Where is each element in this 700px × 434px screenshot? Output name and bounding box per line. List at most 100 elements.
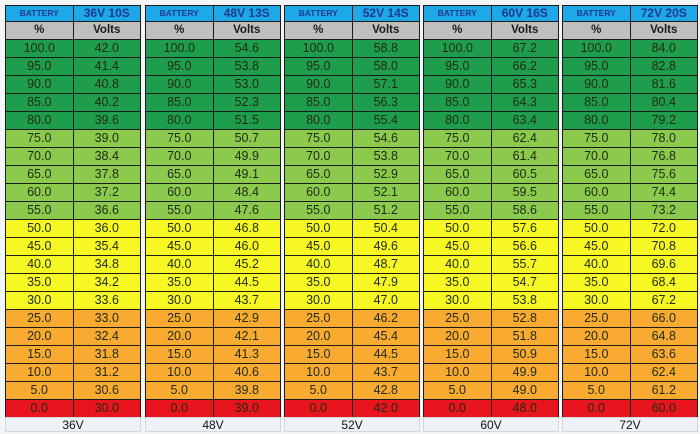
percent-cell: 65.0 <box>5 165 74 184</box>
percent-cell: 100.0 <box>423 39 492 58</box>
table-row: 80.0 39.6 <box>5 111 141 130</box>
percent-column-header: % <box>423 21 492 40</box>
table-row: 50.0 72.0 <box>562 219 698 238</box>
table-row: 35.0 44.5 <box>145 273 281 292</box>
percent-cell: 55.0 <box>145 201 214 220</box>
volts-cell: 53.8 <box>351 147 420 166</box>
percent-cell: 50.0 <box>284 219 353 238</box>
volts-cell: 40.6 <box>212 363 281 382</box>
volts-cell: 46.0 <box>212 237 281 256</box>
percent-cell: 25.0 <box>284 309 353 328</box>
percent-column-header: % <box>145 21 214 40</box>
percent-cell: 85.0 <box>284 93 353 112</box>
pack-footer-label: 72V <box>562 417 698 432</box>
volts-cell: 76.8 <box>629 147 698 166</box>
table-row: 70.0 53.8 <box>284 147 420 166</box>
table-row: 95.0 53.8 <box>145 57 281 76</box>
volts-cell: 39.0 <box>212 399 281 418</box>
percent-cell: 65.0 <box>562 165 631 184</box>
table-row: 95.0 58.0 <box>284 57 420 76</box>
percent-cell: 30.0 <box>145 291 214 310</box>
table-row: 0.0 60.0 <box>562 399 698 418</box>
table-row: 15.0 31.8 <box>5 345 141 364</box>
volts-cell: 31.2 <box>72 363 141 382</box>
volts-cell: 49.6 <box>351 237 420 256</box>
table-row: 90.0 40.8 <box>5 75 141 94</box>
table-row: 5.0 30.6 <box>5 381 141 400</box>
volts-cell: 47.6 <box>212 201 281 220</box>
percent-cell: 10.0 <box>562 363 631 382</box>
percent-cell: 90.0 <box>5 75 74 94</box>
percent-cell: 55.0 <box>423 201 492 220</box>
percent-column-header: % <box>5 21 74 40</box>
table-row: 85.0 64.3 <box>423 93 559 112</box>
percent-cell: 90.0 <box>562 75 631 94</box>
percent-cell: 85.0 <box>423 93 492 112</box>
volts-cell: 79.2 <box>629 111 698 130</box>
volts-cell: 41.4 <box>72 57 141 76</box>
volts-cell: 54.6 <box>351 129 420 148</box>
table-row: 30.0 33.6 <box>5 291 141 310</box>
volts-cell: 63.4 <box>490 111 559 130</box>
volts-cell: 34.2 <box>72 273 141 292</box>
volts-cell: 57.1 <box>351 75 420 94</box>
percent-cell: 5.0 <box>5 381 74 400</box>
percent-cell: 40.0 <box>145 255 214 274</box>
volts-cell: 59.5 <box>490 183 559 202</box>
volts-cell: 75.6 <box>629 165 698 184</box>
percent-cell: 25.0 <box>145 309 214 328</box>
table-row: 0.0 42.0 <box>284 399 420 418</box>
volts-cell: 80.4 <box>629 93 698 112</box>
percent-cell: 10.0 <box>284 363 353 382</box>
volts-cell: 53.8 <box>212 57 281 76</box>
percent-cell: 100.0 <box>145 39 214 58</box>
table-row: 100.0 58.8 <box>284 39 420 58</box>
table-row: 75.0 78.0 <box>562 129 698 148</box>
table-row: 60.0 48.4 <box>145 183 281 202</box>
table-row: 30.0 67.2 <box>562 291 698 310</box>
percent-cell: 5.0 <box>423 381 492 400</box>
table-row: 100.0 42.0 <box>5 39 141 58</box>
table-row: 35.0 47.9 <box>284 273 420 292</box>
volts-cell: 72.0 <box>629 219 698 238</box>
table-row: 45.0 46.0 <box>145 237 281 256</box>
volts-cell: 62.4 <box>629 363 698 382</box>
percent-cell: 70.0 <box>562 147 631 166</box>
table-row: 90.0 81.6 <box>562 75 698 94</box>
percent-cell: 75.0 <box>423 129 492 148</box>
table-row: 40.0 48.7 <box>284 255 420 274</box>
table-row: 90.0 65.3 <box>423 75 559 94</box>
volts-cell: 49.0 <box>490 381 559 400</box>
table-row: 75.0 50.7 <box>145 129 281 148</box>
header-row: BATTERY 72V 20S <box>562 5 698 22</box>
table-row: 85.0 52.3 <box>145 93 281 112</box>
percent-cell: 5.0 <box>562 381 631 400</box>
table-row: 30.0 43.7 <box>145 291 281 310</box>
percent-cell: 20.0 <box>562 327 631 346</box>
percent-cell: 75.0 <box>562 129 631 148</box>
volts-cell: 48.7 <box>351 255 420 274</box>
percent-cell: 0.0 <box>423 399 492 418</box>
percent-cell: 15.0 <box>423 345 492 364</box>
volts-cell: 54.7 <box>490 273 559 292</box>
table-row: 35.0 68.4 <box>562 273 698 292</box>
table-row: 5.0 49.0 <box>423 381 559 400</box>
volts-cell: 52.1 <box>351 183 420 202</box>
volts-cell: 42.1 <box>212 327 281 346</box>
table-row: 20.0 32.4 <box>5 327 141 346</box>
volts-cell: 74.4 <box>629 183 698 202</box>
battery-header: BATTERY <box>284 5 353 22</box>
volts-cell: 38.4 <box>72 147 141 166</box>
percent-cell: 85.0 <box>562 93 631 112</box>
percent-cell: 90.0 <box>423 75 492 94</box>
table-row: 45.0 49.6 <box>284 237 420 256</box>
table-row: 45.0 56.6 <box>423 237 559 256</box>
table-row: 15.0 50.9 <box>423 345 559 364</box>
percent-cell: 15.0 <box>284 345 353 364</box>
table-row: 85.0 40.2 <box>5 93 141 112</box>
percent-cell: 65.0 <box>145 165 214 184</box>
percent-cell: 70.0 <box>5 147 74 166</box>
percent-cell: 35.0 <box>423 273 492 292</box>
voltage-table: BATTERY 52V 14S% Volts 100.0 58.8 95.0 58.0 90.… <box>284 5 420 418</box>
table-row: 65.0 75.6 <box>562 165 698 184</box>
